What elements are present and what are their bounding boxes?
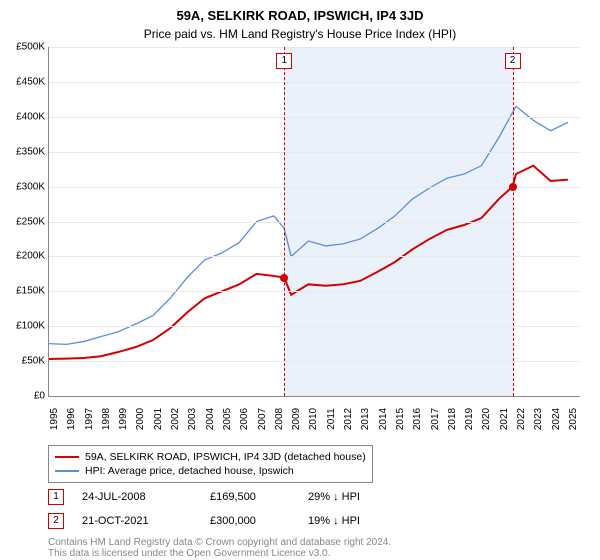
y-tick-label: £300K [5,181,45,192]
y-tick-label: £350K [5,146,45,157]
x-tick-label: 2022 [516,408,527,430]
x-tick-label: 2011 [326,408,337,430]
x-tick-label: 1997 [84,408,95,430]
chart-subtitle: Price paid vs. HM Land Registry's House … [0,23,600,47]
sale-marker-box: 2 [48,513,64,529]
x-tick-label: 2004 [205,408,216,430]
x-tick-label: 1995 [49,408,60,430]
gridline [49,117,580,118]
legend-label: 59A, SELKIRK ROAD, IPSWICH, IP4 3JD (det… [85,451,366,463]
x-tick-label: 2023 [533,408,544,430]
x-tick-label: 1996 [66,408,77,430]
gridline [49,222,580,223]
y-tick-label: £400K [5,111,45,122]
x-tick-label: 2007 [257,408,268,430]
footer-line: This data is licensed under the Open Gov… [48,548,580,559]
x-tick-label: 2025 [568,408,579,430]
x-tick-label: 2006 [239,408,250,430]
sale-price: £169,500 [210,491,290,503]
footer-attribution: Contains HM Land Registry data © Crown c… [48,531,580,559]
y-tick-label: £200K [5,251,45,262]
x-tick-label: 2020 [481,408,492,430]
sale-date: 21-OCT-2021 [82,515,192,527]
x-tick-label: 2021 [499,408,510,430]
x-tick-label: 2003 [187,408,198,430]
footer-line: Contains HM Land Registry data © Crown c… [48,537,580,548]
y-tick-label: £450K [5,76,45,87]
y-tick-label: £0 [5,391,45,402]
legend-swatch [55,456,79,458]
sale-delta: 19% ↓ HPI [308,515,360,527]
legend-item: HPI: Average price, detached house, Ipsw… [55,464,366,478]
legend-swatch [55,470,79,472]
sale-row: 1 24-JUL-2008 £169,500 29% ↓ HPI [48,483,580,507]
x-tick-label: 2009 [291,408,302,430]
series-line [49,106,568,344]
gridline [49,152,580,153]
gridline [49,361,580,362]
gridline [49,291,580,292]
x-tick-label: 2000 [135,408,146,430]
sale-marker-label: 2 [505,53,521,69]
y-tick-label: £50K [5,356,45,367]
legend-label: HPI: Average price, detached house, Ipsw… [85,465,294,477]
legend-item: 59A, SELKIRK ROAD, IPSWICH, IP4 3JD (det… [55,450,366,464]
sale-row: 2 21-OCT-2021 £300,000 19% ↓ HPI [48,507,580,531]
chart-area: £0£50K£100K£150K£200K£250K£300K£350K£400… [48,47,580,397]
gridline [49,82,580,83]
x-tick-label: 2002 [170,408,181,430]
x-tick-label: 2008 [274,408,285,430]
x-tick-label: 1998 [101,408,112,430]
chart-title: 59A, SELKIRK ROAD, IPSWICH, IP4 3JD [0,0,600,23]
legend-block: 59A, SELKIRK ROAD, IPSWICH, IP4 3JD (det… [48,445,580,559]
sale-date: 24-JUL-2008 [82,491,192,503]
gridline [49,47,580,48]
x-tick-label: 2019 [464,408,475,430]
x-tick-label: 2001 [153,408,164,430]
legend-box: 59A, SELKIRK ROAD, IPSWICH, IP4 3JD (det… [48,445,373,483]
gridline [49,326,580,327]
x-tick-label: 2015 [395,408,406,430]
sale-vline [284,47,285,396]
y-tick-label: £500K [5,42,45,53]
sale-point-marker [509,183,517,191]
x-tick-label: 2024 [551,408,562,430]
sale-point-marker [280,274,288,282]
y-tick-label: £150K [5,286,45,297]
x-tick-label: 2017 [430,408,441,430]
x-tick-label: 1999 [118,408,129,430]
x-tick-label: 2013 [360,408,371,430]
sale-marker-label: 1 [276,53,292,69]
plot-region: £0£50K£100K£150K£200K£250K£300K£350K£400… [48,47,580,397]
x-tick-label: 2014 [378,408,389,430]
y-tick-label: £250K [5,216,45,227]
sale-price: £300,000 [210,515,290,527]
x-tick-label: 2012 [343,408,354,430]
series-line [49,166,568,359]
x-tick-label: 2018 [447,408,458,430]
gridline [49,256,580,257]
sale-delta: 29% ↓ HPI [308,491,360,503]
y-tick-label: £100K [5,321,45,332]
x-tick-label: 2010 [308,408,319,430]
gridline [49,187,580,188]
sale-marker-box: 1 [48,489,64,505]
x-tick-label: 2005 [222,408,233,430]
x-tick-label: 2016 [412,408,423,430]
sale-vline [513,47,514,396]
